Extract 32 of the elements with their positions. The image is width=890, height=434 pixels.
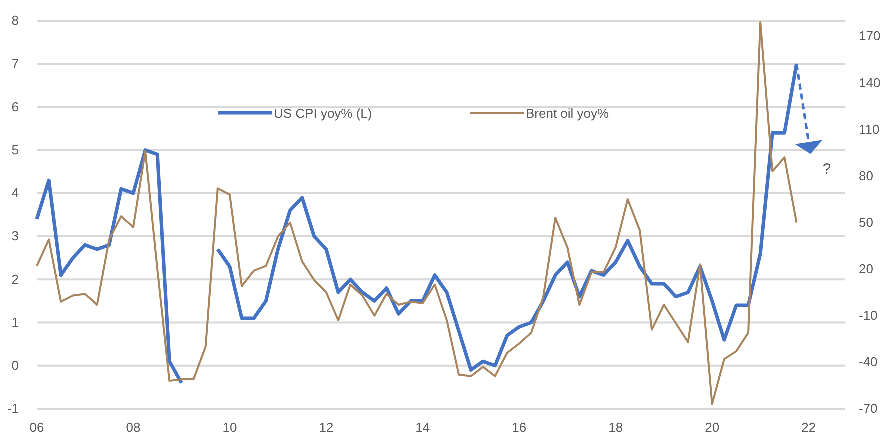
y-tick-label: 8 <box>12 13 19 28</box>
y2-tick-label: 140 <box>859 75 881 90</box>
x-tick-label: 22 <box>802 420 816 434</box>
y2-tick-label: 110 <box>859 122 880 137</box>
x-tick-label: 06 <box>30 420 44 434</box>
legend-label: US CPI yoy% (L) <box>274 106 372 121</box>
x-tick-label: 20 <box>705 420 720 434</box>
y-tick-label: 1 <box>12 314 19 330</box>
y-tick-label: 0 <box>12 358 19 374</box>
line-series <box>36 22 798 406</box>
y-tick-label: 3 <box>12 228 19 244</box>
x-tick-label: 10 <box>222 420 238 434</box>
y2-tick-label: 80 <box>859 168 874 184</box>
y2-tick-label: -10 <box>859 308 878 324</box>
annotation: ? <box>822 161 832 178</box>
x-tick-label: 18 <box>608 420 624 434</box>
y2-tick-label: -70 <box>859 401 878 416</box>
y-tick-label: 6 <box>12 99 19 114</box>
x-tick-label: 12 <box>319 420 334 434</box>
x-tick-label: 08 <box>126 420 141 434</box>
y2-tick-label: -40 <box>859 354 878 370</box>
y2-tick-label: 20 <box>859 261 874 276</box>
y-tick-label: 7 <box>12 56 19 72</box>
y-tick-label: 2 <box>12 272 19 287</box>
y2-tick-label: 170 <box>859 28 881 44</box>
y-tick-label: 5 <box>12 142 19 158</box>
x-tick-label: 14 <box>416 420 430 434</box>
y-tick-label: 4 <box>12 186 19 201</box>
x-tick-label: 16 <box>512 420 527 434</box>
y-tick-label: -1 <box>7 401 19 416</box>
legend-label: Brent oil yoy% <box>526 106 610 121</box>
y2-tick-label: 50 <box>859 214 874 230</box>
